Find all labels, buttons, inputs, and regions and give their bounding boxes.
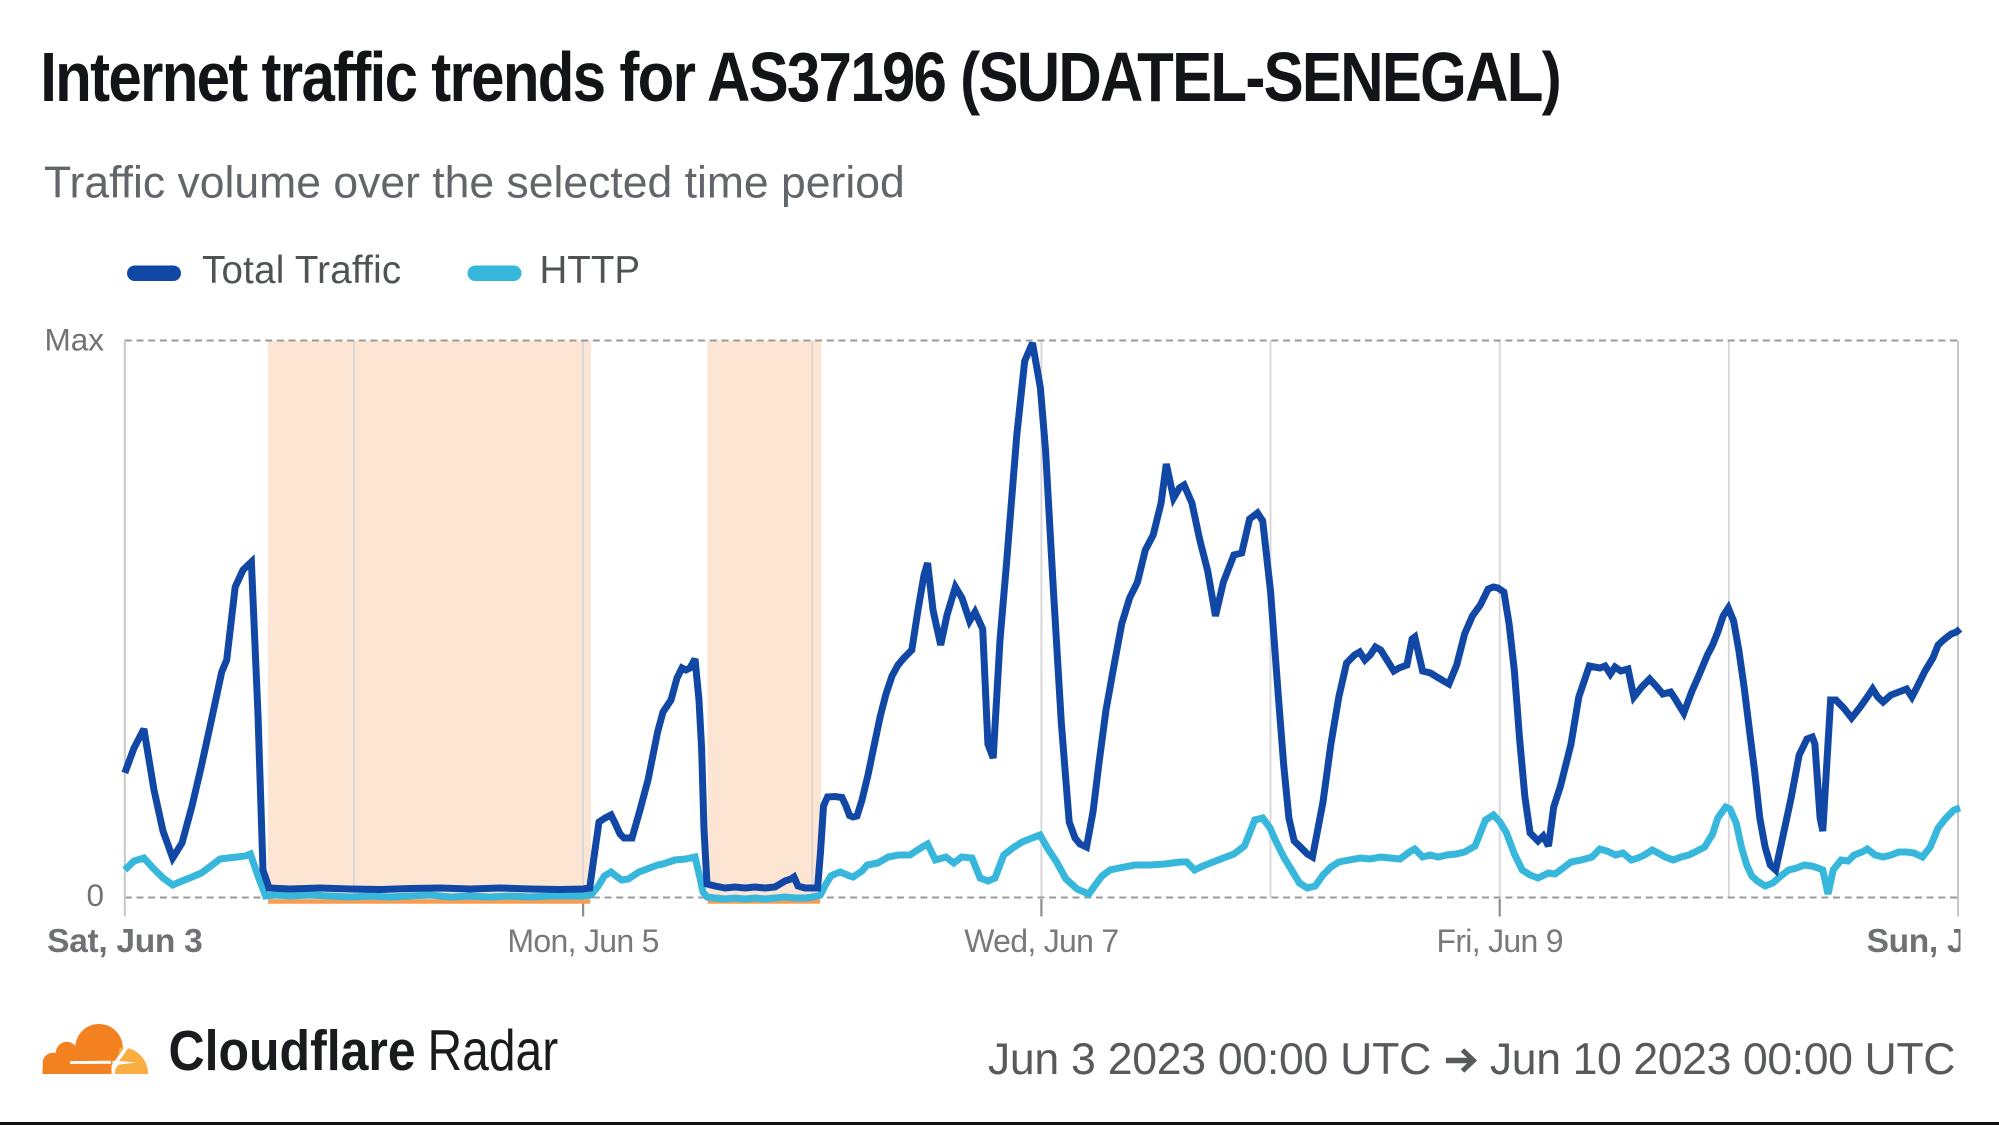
svg-text:Internet traffic trends for AS: Internet traffic trends for AS37196 (SUD… xyxy=(40,38,1560,116)
svg-text:Total Traffic: Total Traffic xyxy=(202,249,401,292)
svg-text:HTTP: HTTP xyxy=(540,249,641,292)
svg-text:Jun 3 2023 00:00 UTC: Jun 3 2023 00:00 UTC xyxy=(988,1035,1431,1084)
svg-text:Wed, Jun 7: Wed, Jun 7 xyxy=(964,923,1118,959)
svg-text:Mon, Jun 5: Mon, Jun 5 xyxy=(507,923,658,959)
svg-text:Max: Max xyxy=(44,322,104,358)
svg-text:Jun 10 2023 00:00 UTC: Jun 10 2023 00:00 UTC xyxy=(1490,1035,1955,1084)
svg-text:0: 0 xyxy=(86,877,104,913)
svg-text:Fri, Jun 9: Fri, Jun 9 xyxy=(1437,923,1563,959)
svg-text:Traffic volume over the select: Traffic volume over the selected time pe… xyxy=(44,159,905,208)
svg-text:Radar: Radar xyxy=(428,1019,559,1083)
svg-text:Sat, Jun 3: Sat, Jun 3 xyxy=(47,923,202,960)
svg-text:Sun, Jun 11: Sun, Jun 11 xyxy=(1867,923,1999,960)
svg-text:Cloudflare: Cloudflare xyxy=(169,1020,416,1083)
